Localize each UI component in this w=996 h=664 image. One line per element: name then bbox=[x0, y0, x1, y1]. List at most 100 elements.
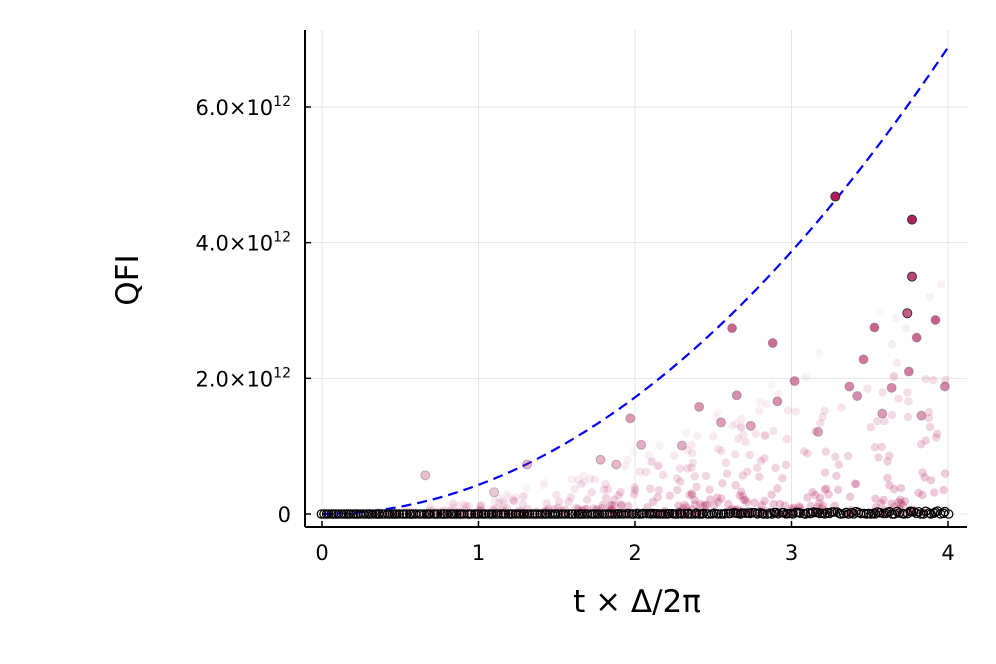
cloud-point bbox=[810, 490, 820, 500]
baseline-point bbox=[846, 507, 857, 518]
baseline-point bbox=[841, 507, 851, 518]
cloud-point bbox=[896, 484, 906, 493]
baseline-point bbox=[911, 508, 922, 519]
cloud-point bbox=[885, 481, 894, 490]
cloud-point bbox=[675, 464, 685, 473]
cloud-point bbox=[458, 499, 467, 509]
cloud-point bbox=[539, 480, 548, 490]
cloud-point bbox=[573, 475, 583, 485]
cloud-point bbox=[931, 433, 941, 442]
baseline-point bbox=[466, 509, 477, 519]
baseline-point bbox=[524, 509, 535, 519]
cloud-point bbox=[683, 446, 692, 455]
cloud-point bbox=[712, 493, 722, 502]
cloud-point bbox=[674, 501, 683, 510]
cloud-point bbox=[510, 496, 519, 506]
cloud-point bbox=[878, 388, 887, 397]
highlighted-point bbox=[830, 191, 841, 202]
baseline-point bbox=[884, 506, 895, 517]
cloud-point bbox=[901, 324, 911, 333]
baseline-point bbox=[345, 509, 356, 519]
cloud-point bbox=[579, 471, 588, 480]
cloud-point bbox=[687, 490, 697, 499]
highlighted-point bbox=[716, 417, 727, 428]
baseline-point bbox=[582, 509, 593, 519]
cloud-point bbox=[843, 451, 853, 461]
cloud-point bbox=[620, 461, 630, 471]
cloud-point bbox=[448, 499, 457, 508]
cloud-point bbox=[741, 495, 750, 505]
cloud-point bbox=[896, 495, 905, 504]
cloud-point bbox=[635, 467, 645, 476]
cloud-point bbox=[918, 490, 927, 500]
y-axis-label: QFI bbox=[110, 254, 146, 305]
highlighted-point bbox=[595, 454, 606, 465]
cloud-point bbox=[924, 414, 934, 423]
cloud-point bbox=[920, 473, 929, 482]
cloud-point bbox=[705, 485, 714, 494]
baseline-point bbox=[664, 508, 675, 519]
highlighted-point bbox=[625, 413, 636, 424]
cloud-point bbox=[687, 463, 696, 472]
cloud-point bbox=[582, 495, 592, 504]
cloud-point bbox=[755, 406, 764, 416]
baseline-point bbox=[515, 509, 526, 519]
cloud-point bbox=[676, 477, 685, 486]
cloud-point bbox=[894, 394, 903, 403]
baseline-point bbox=[316, 509, 327, 519]
cloud-point bbox=[870, 443, 880, 452]
cloud-point bbox=[713, 497, 723, 507]
cloud-point bbox=[896, 499, 906, 508]
cloud-point bbox=[490, 497, 499, 506]
cloud-point bbox=[732, 419, 741, 428]
cloud-point bbox=[820, 468, 830, 477]
baseline-point bbox=[676, 509, 687, 519]
baseline-point bbox=[694, 509, 705, 519]
cloud-point bbox=[803, 449, 812, 458]
cloud-point bbox=[688, 449, 697, 458]
cloud-point bbox=[816, 418, 825, 428]
cloud-point bbox=[924, 407, 934, 417]
cloud-point bbox=[454, 501, 463, 510]
cloud-point bbox=[494, 498, 504, 507]
cloud-point bbox=[822, 484, 831, 493]
highlighted-points-series bbox=[420, 191, 950, 498]
baseline-point bbox=[735, 509, 746, 519]
cloud-point bbox=[921, 436, 931, 445]
baseline-point bbox=[449, 509, 460, 519]
baseline-point bbox=[590, 509, 600, 519]
cloud-point bbox=[709, 432, 718, 441]
tick-labels: 0 1 2 3 4 0 2.0×1012 4.0×1012 6.0×1012 bbox=[195, 94, 954, 565]
cloud-point bbox=[892, 358, 902, 368]
y-tick-label-0: 0 bbox=[278, 503, 291, 527]
baseline-point bbox=[913, 506, 924, 517]
baseline-point bbox=[425, 509, 435, 519]
cloud-point bbox=[688, 458, 698, 468]
cloud-point bbox=[601, 479, 610, 489]
cloud-point bbox=[832, 471, 841, 481]
cloud-point bbox=[731, 481, 740, 490]
baseline-point bbox=[713, 509, 724, 519]
cloud-point bbox=[705, 495, 715, 504]
cloud-point bbox=[702, 500, 712, 510]
baseline-point bbox=[924, 508, 934, 518]
cloud-point bbox=[690, 472, 699, 481]
cloud-point bbox=[509, 496, 519, 505]
axes bbox=[304, 30, 967, 528]
baseline-point bbox=[451, 509, 462, 519]
y-tick-label-2: 4.0×1012 bbox=[195, 230, 291, 256]
cloud-point bbox=[646, 484, 655, 493]
highlighted-point bbox=[767, 338, 778, 349]
baseline-point bbox=[474, 509, 484, 519]
baseline-point bbox=[918, 509, 929, 519]
cloud-point bbox=[762, 400, 771, 409]
y-tick-label-1: 2.0×1012 bbox=[195, 365, 291, 391]
cloud-point bbox=[717, 494, 726, 503]
cloud-point bbox=[737, 422, 746, 432]
cloud-point bbox=[724, 499, 733, 509]
cloud-point bbox=[692, 482, 701, 492]
cloud-point bbox=[714, 444, 723, 454]
cloud-point bbox=[518, 492, 527, 501]
cloud-point bbox=[824, 490, 833, 499]
baseline-point bbox=[829, 507, 840, 517]
